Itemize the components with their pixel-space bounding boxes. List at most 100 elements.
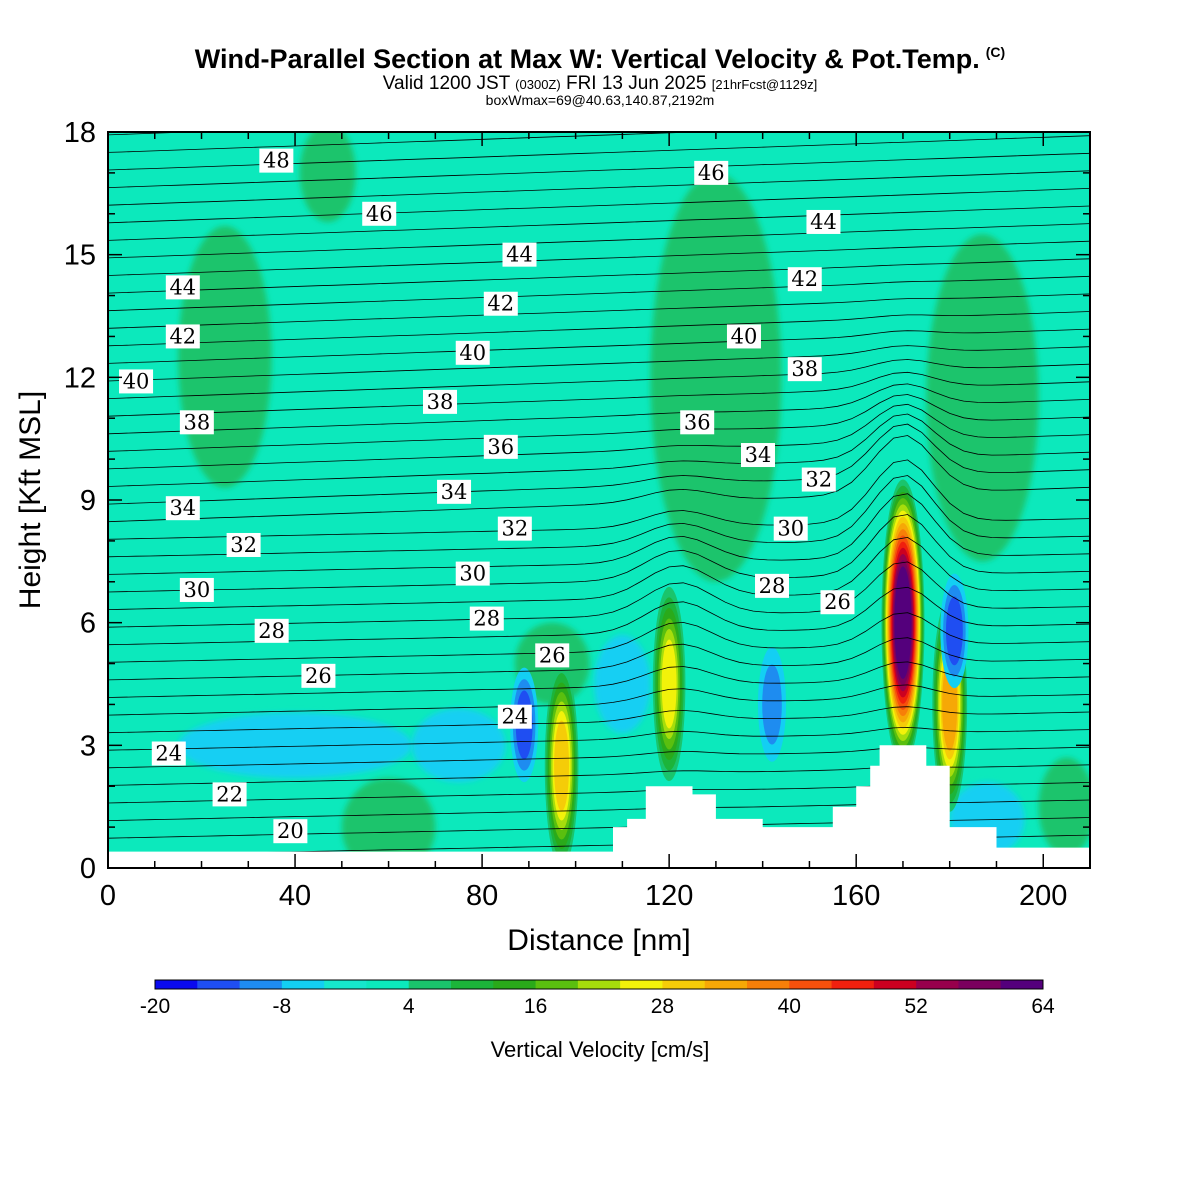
contour-label: 28 <box>759 574 786 598</box>
colorbar-segment <box>493 980 537 989</box>
x-tick-label: 80 <box>466 880 498 912</box>
y-tick-label: 9 <box>80 485 96 517</box>
theta-contour-line <box>108 536 1090 610</box>
theta-contour-line <box>108 132 703 153</box>
colorbar-segment <box>408 980 452 989</box>
contour-label: 24 <box>155 742 182 766</box>
contour-label-box <box>259 148 294 173</box>
contour-label: 44 <box>169 275 196 299</box>
contour-label-box <box>483 291 518 316</box>
colorbar-segment <box>704 980 748 989</box>
colorbar-segment <box>197 980 241 989</box>
contour-label-box <box>362 201 397 226</box>
contour-label-box <box>179 410 214 435</box>
contour-label: 44 <box>506 243 533 267</box>
contour-label-box <box>787 267 822 292</box>
theta-contour-line <box>108 240 1090 276</box>
colorbar-tick-label: 16 <box>524 995 547 1018</box>
weak-downdraft-area <box>594 634 651 734</box>
theta-contour-line <box>108 345 1090 382</box>
colorbar-tick-label: 64 <box>1031 995 1055 1018</box>
contour-label-box <box>437 479 472 504</box>
y-tick-label: 18 <box>64 117 96 149</box>
x-tick-label: 160 <box>832 880 880 912</box>
y-axis-title: Height [Kft MSL] <box>14 391 47 609</box>
contour-label-box <box>179 577 214 602</box>
contour-label-box <box>165 496 200 521</box>
contour-label: 38 <box>791 357 818 381</box>
theta-contour-line <box>108 383 1090 435</box>
theta-contour-line <box>108 394 1090 452</box>
colorbar-segment <box>831 980 875 989</box>
theta-contour-line <box>108 359 1090 399</box>
copyright-mark: (C) <box>985 44 1006 60</box>
theta-contour-line <box>108 293 1090 329</box>
x-axis-title: Distance [nm] <box>507 924 690 957</box>
downdraft-cell <box>945 596 963 666</box>
contour-label: 22 <box>216 782 243 806</box>
weak-downdraft-area <box>178 712 412 779</box>
colorbar-ticks: -20 -8 4 16 28 40 52 64 <box>140 995 1055 1018</box>
contour-label: 24 <box>501 705 528 729</box>
y-tick-label: 15 <box>64 240 96 272</box>
theta-contour-line <box>108 726 1090 751</box>
contour-label-box <box>483 434 518 459</box>
theta-contour-line <box>108 706 1090 734</box>
contour-label: 30 <box>777 517 804 541</box>
contour-label: 30 <box>459 562 486 586</box>
contour-label: 36 <box>487 435 514 459</box>
theta-contour-line <box>108 403 1090 470</box>
contour-label: 32 <box>230 533 257 557</box>
contour-label-box <box>423 389 458 414</box>
x-axis-ticks: 0 40 80 120 160 200 <box>100 132 1091 912</box>
colorbar-segment <box>239 980 283 989</box>
contour-label: 26 <box>824 590 851 614</box>
contour-label: 42 <box>791 267 818 291</box>
theta-contour-line <box>108 188 1090 224</box>
colorbar-tick-label: 52 <box>904 995 927 1018</box>
theta-contour-line <box>108 475 1090 558</box>
theta-contours <box>108 132 1090 857</box>
chart-title-text: Wind-Parallel Section at Max W: Vertical… <box>194 44 980 74</box>
x-tick-label: 200 <box>1019 880 1067 912</box>
colorbar-tick-label: 28 <box>651 995 674 1018</box>
contour-label-box <box>820 590 855 615</box>
colorbar-segment <box>873 980 917 989</box>
contour-label: 20 <box>277 819 304 843</box>
theta-contour-line <box>108 205 1090 241</box>
contour-label-box <box>469 606 504 631</box>
downdraft-cell <box>762 664 782 745</box>
theta-contour-line <box>108 684 1090 716</box>
valid-prefix: Valid 1200 JST <box>382 73 510 94</box>
box-max-info: boxWmax=69@40.63,140.87,2192m <box>485 92 715 108</box>
colorbar-segment <box>451 980 494 989</box>
theta-contour-line <box>108 413 1090 487</box>
theta-contour-line <box>108 661 1090 698</box>
y-tick-label: 3 <box>80 730 96 762</box>
valid-date: FRI 13 Jun 2025 <box>565 73 707 94</box>
colorbar-segment <box>577 980 621 989</box>
weak-updraft-area <box>299 132 356 222</box>
colorbar-segment <box>958 980 1002 989</box>
contour-label-box <box>119 369 154 394</box>
theta-contour-line <box>108 612 1090 663</box>
contour-label: 40 <box>123 369 150 393</box>
colorbar-segment <box>324 980 367 989</box>
theta-contour-line <box>108 423 1090 505</box>
theta-contour-line <box>108 132 201 136</box>
contour-label: 28 <box>473 607 500 631</box>
theta-contour-labels: 48 46 46 44 44 44 42 42 42 40 40 40 38 38 38 36 36 34 34 34… <box>119 148 855 844</box>
theta-contour-line <box>108 258 1090 294</box>
contour-label: 40 <box>459 341 486 365</box>
contour-label-box <box>165 275 200 300</box>
theta-contour-line <box>108 493 1090 575</box>
contour-label-box <box>787 357 822 382</box>
contour-label-box <box>694 160 729 185</box>
colorbar-segment <box>366 980 410 989</box>
colorbar-segment <box>789 980 833 989</box>
y-tick-label: 0 <box>80 853 96 885</box>
contour-label: 38 <box>427 390 454 414</box>
colorbar-segment <box>1000 980 1044 989</box>
contour-label-box <box>806 209 841 234</box>
